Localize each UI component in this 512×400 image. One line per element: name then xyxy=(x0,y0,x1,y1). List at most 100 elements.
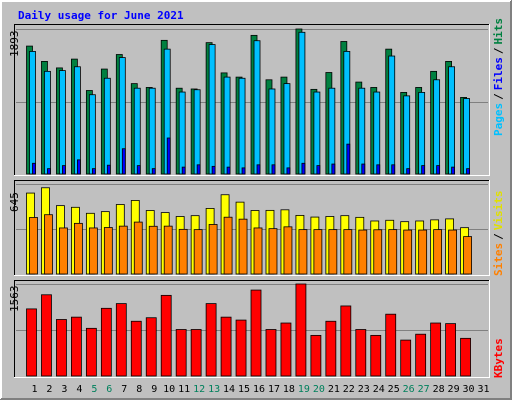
bar-pages-day-1 xyxy=(32,162,36,175)
bar-kbytes-day-26 xyxy=(400,339,412,377)
bar-files-day-8 xyxy=(133,87,141,175)
bar-kbytes-day-8 xyxy=(130,320,142,377)
bar-files-day-27 xyxy=(418,92,426,175)
bar-files-day-2 xyxy=(44,70,51,175)
bar-files-day-20 xyxy=(313,91,321,175)
x-tick-label-15: 15 xyxy=(238,384,250,395)
x-tick-label-13: 13 xyxy=(208,384,220,395)
bar-sites-day-21 xyxy=(328,229,338,275)
bar-sites-day-17 xyxy=(268,228,278,275)
bar-kbytes-day-13 xyxy=(205,303,217,377)
bar-files-day-3 xyxy=(59,70,66,175)
bar-kbytes-day-7 xyxy=(115,303,127,377)
bar-pages-day-24 xyxy=(376,164,381,175)
bar-files-day-30 xyxy=(463,98,470,175)
bar-pages-day-30 xyxy=(466,168,470,175)
x-tick-label-31: 31 xyxy=(477,384,489,395)
legend-kbytes: KBytes xyxy=(492,338,505,378)
x-tick-label-23: 23 xyxy=(358,384,370,395)
bar-sites-day-11 xyxy=(178,228,188,275)
bar-pages-day-12 xyxy=(196,164,201,175)
x-tick-label-21: 21 xyxy=(328,384,340,395)
x-tick-label-19: 19 xyxy=(298,384,310,395)
bar-pages-day-28 xyxy=(436,165,441,175)
bar-pages-day-14 xyxy=(226,166,231,175)
x-tick-label-25: 25 xyxy=(388,384,400,395)
bar-kbytes-day-12 xyxy=(190,329,202,377)
bar-pages-day-25 xyxy=(391,164,396,175)
bar-pages-day-29 xyxy=(451,166,455,175)
x-tick-label-30: 30 xyxy=(463,384,475,395)
bar-sites-day-1 xyxy=(29,217,38,275)
bar-files-day-19 xyxy=(298,31,306,175)
x-tick-label-3: 3 xyxy=(61,384,67,395)
bar-kbytes-day-25 xyxy=(385,313,397,377)
bar-sites-day-7 xyxy=(118,225,128,275)
bar-files-day-29 xyxy=(448,66,455,175)
bar-sites-day-27 xyxy=(418,229,428,275)
x-tick-label-16: 16 xyxy=(253,384,265,395)
bar-kbytes-day-19 xyxy=(295,283,307,377)
bar-pages-day-19 xyxy=(301,162,306,175)
legend-hits: Hits xyxy=(492,18,505,45)
bar-sites-day-23 xyxy=(358,229,368,275)
bar-sites-day-10 xyxy=(163,225,173,275)
bar-files-day-14 xyxy=(223,76,231,175)
series-pages xyxy=(32,137,470,175)
bar-files-day-17 xyxy=(268,88,276,175)
bar-pages-day-13 xyxy=(211,165,216,175)
bar-kbytes-day-1 xyxy=(26,308,37,377)
x-tick-label-18: 18 xyxy=(283,384,295,395)
bar-pages-day-10 xyxy=(166,137,171,175)
bar-pages-day-11 xyxy=(181,166,186,175)
bar-kbytes-day-9 xyxy=(145,317,157,377)
legend-middle: Sites/Visits xyxy=(492,191,505,277)
legend-visits: Visits xyxy=(492,191,505,231)
bar-kbytes-day-15 xyxy=(235,319,247,377)
series-sites xyxy=(29,214,472,275)
legend-sites: Sites xyxy=(492,243,505,276)
bar-kbytes-day-21 xyxy=(325,320,337,377)
x-tick-label-10: 10 xyxy=(163,384,175,395)
bar-kbytes-day-14 xyxy=(220,316,232,377)
bar-sites-day-15 xyxy=(238,218,248,275)
bar-sites-day-30 xyxy=(463,236,472,275)
x-tick-label-20: 20 xyxy=(313,384,325,395)
bar-pages-day-6 xyxy=(106,164,111,175)
bar-pages-day-15 xyxy=(241,167,246,175)
x-tick-label-14: 14 xyxy=(223,384,235,395)
x-tick-label-17: 17 xyxy=(268,384,280,395)
bar-pages-day-20 xyxy=(316,165,321,175)
bar-pages-day-7 xyxy=(121,148,126,175)
x-tick-label-1: 1 xyxy=(31,384,37,395)
legend-pages: Pages xyxy=(492,103,505,136)
bar-kbytes-day-6 xyxy=(100,307,112,377)
x-tick-label-12: 12 xyxy=(193,384,205,395)
bar-kbytes-day-3 xyxy=(56,319,67,377)
bar-sites-day-6 xyxy=(103,227,113,275)
bar-files-day-5 xyxy=(88,94,96,175)
bar-pages-day-9 xyxy=(151,168,156,175)
bar-files-day-1 xyxy=(29,51,36,175)
legend-bottom: KBytes xyxy=(492,338,505,378)
bar-sites-day-8 xyxy=(133,221,143,275)
bar-pages-day-22 xyxy=(346,143,351,175)
bar-sites-day-22 xyxy=(343,229,353,275)
bar-sites-day-12 xyxy=(193,229,203,275)
bar-sites-day-20 xyxy=(313,229,323,275)
bar-kbytes-day-4 xyxy=(71,316,82,377)
bar-kbytes-day-30 xyxy=(460,337,471,377)
x-tick-label-2: 2 xyxy=(46,384,52,395)
bar-kbytes-day-16 xyxy=(250,289,262,377)
bar-files-day-28 xyxy=(433,79,441,175)
chart-title: Daily usage for June 2021 xyxy=(18,9,184,22)
x-tick-label-9: 9 xyxy=(151,384,157,395)
bar-pages-day-5 xyxy=(91,168,96,175)
bar-pages-day-21 xyxy=(331,163,336,175)
x-tick-label-5: 5 xyxy=(91,384,97,395)
x-tick-label-28: 28 xyxy=(433,384,445,395)
x-tick-label-7: 7 xyxy=(121,384,127,395)
bar-files-day-15 xyxy=(238,77,246,175)
bar-kbytes-day-28 xyxy=(430,322,442,377)
bar-pages-day-18 xyxy=(286,167,291,175)
